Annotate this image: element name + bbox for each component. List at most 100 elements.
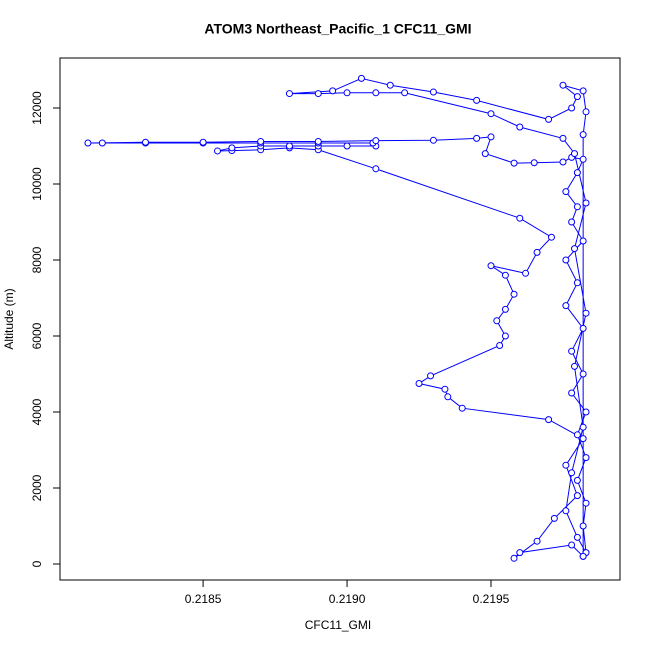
data-point	[142, 138, 150, 146]
data-point	[473, 96, 481, 104]
y-tick-label: 2000	[30, 474, 44, 501]
data-point	[579, 155, 587, 163]
data-point	[444, 393, 452, 401]
data-point	[579, 522, 587, 530]
data-point	[568, 541, 576, 549]
data-point	[213, 147, 221, 155]
data-point	[579, 87, 587, 95]
data-point	[573, 533, 581, 541]
data-point	[547, 233, 555, 241]
data-point	[487, 110, 495, 118]
data-point	[481, 150, 489, 158]
data-point	[562, 188, 570, 196]
data-point	[582, 454, 590, 462]
data-point	[582, 499, 590, 507]
data-point	[372, 137, 380, 145]
data-point	[559, 81, 567, 89]
data-point	[562, 302, 570, 310]
data-point	[372, 165, 380, 173]
data-point	[228, 144, 236, 152]
data-point	[441, 385, 449, 393]
data-point	[329, 87, 337, 95]
data-point	[429, 88, 437, 96]
data-point	[573, 203, 581, 211]
data-point	[516, 549, 524, 557]
data-point	[579, 423, 587, 431]
data-point	[571, 150, 579, 158]
data-point	[568, 104, 576, 112]
y-tick-label: 12000	[30, 91, 44, 125]
data-point	[487, 262, 495, 270]
y-axis-label: Altitude (m)	[2, 288, 16, 349]
data-point	[573, 492, 581, 500]
x-axis-label: CFC11_GMI	[305, 618, 371, 632]
chart-title: ATOM3 Northeast_Pacific_1 CFC11_GMI	[204, 21, 471, 37]
data-point	[516, 214, 524, 222]
x-tick-label: 0.2195	[473, 592, 510, 606]
data-point	[501, 271, 509, 279]
data-point	[562, 461, 570, 469]
data-point	[501, 332, 509, 340]
data-point	[285, 142, 293, 150]
data-point	[582, 199, 590, 207]
x-tick-label: 0.2190	[329, 592, 366, 606]
data-point	[559, 134, 567, 142]
data-point	[562, 256, 570, 264]
data-point	[559, 158, 567, 166]
data-point	[562, 507, 570, 515]
data-point	[568, 389, 576, 397]
data-point	[98, 139, 106, 147]
data-point	[496, 342, 504, 350]
data-point	[573, 279, 581, 287]
data-point	[582, 108, 590, 116]
data-point	[372, 89, 380, 97]
data-point	[582, 309, 590, 317]
data-point	[510, 159, 518, 167]
data-point	[571, 245, 579, 253]
data-point	[401, 89, 409, 97]
data-point	[314, 90, 322, 98]
data-point	[530, 159, 538, 167]
data-point	[579, 324, 587, 332]
data-point	[516, 123, 524, 131]
data-point	[579, 370, 587, 378]
y-tick-label: 10000	[30, 167, 44, 201]
data-point	[314, 137, 322, 145]
data-point	[579, 237, 587, 245]
data-point	[257, 137, 265, 145]
data-point	[357, 74, 365, 82]
y-tick-label: 4000	[30, 398, 44, 425]
data-point	[568, 347, 576, 355]
data-point	[579, 131, 587, 139]
data-point	[533, 248, 541, 256]
data-point	[199, 138, 207, 146]
data-point	[545, 416, 553, 424]
data-point	[84, 139, 92, 147]
data-point	[571, 362, 579, 370]
data-point	[545, 115, 553, 123]
data-point	[579, 435, 587, 443]
data-point	[579, 552, 587, 560]
x-tick-label: 0.2185	[185, 592, 222, 606]
y-tick-label: 8000	[30, 246, 44, 273]
data-point	[285, 90, 293, 98]
data-point	[343, 142, 351, 150]
data-point	[487, 133, 495, 141]
data-point	[573, 93, 581, 101]
y-tick-label: 0	[30, 560, 44, 567]
data-point	[386, 81, 394, 89]
y-tick-label: 6000	[30, 322, 44, 349]
data-point	[429, 136, 437, 144]
plot-frame	[59, 57, 621, 581]
data-point	[573, 476, 581, 484]
data-point	[415, 380, 423, 388]
data-point	[458, 404, 466, 412]
data-point	[473, 134, 481, 142]
data-point	[522, 269, 530, 277]
data-point	[573, 169, 581, 177]
data-point	[573, 431, 581, 439]
data-point	[550, 514, 558, 522]
data-point	[493, 317, 501, 325]
